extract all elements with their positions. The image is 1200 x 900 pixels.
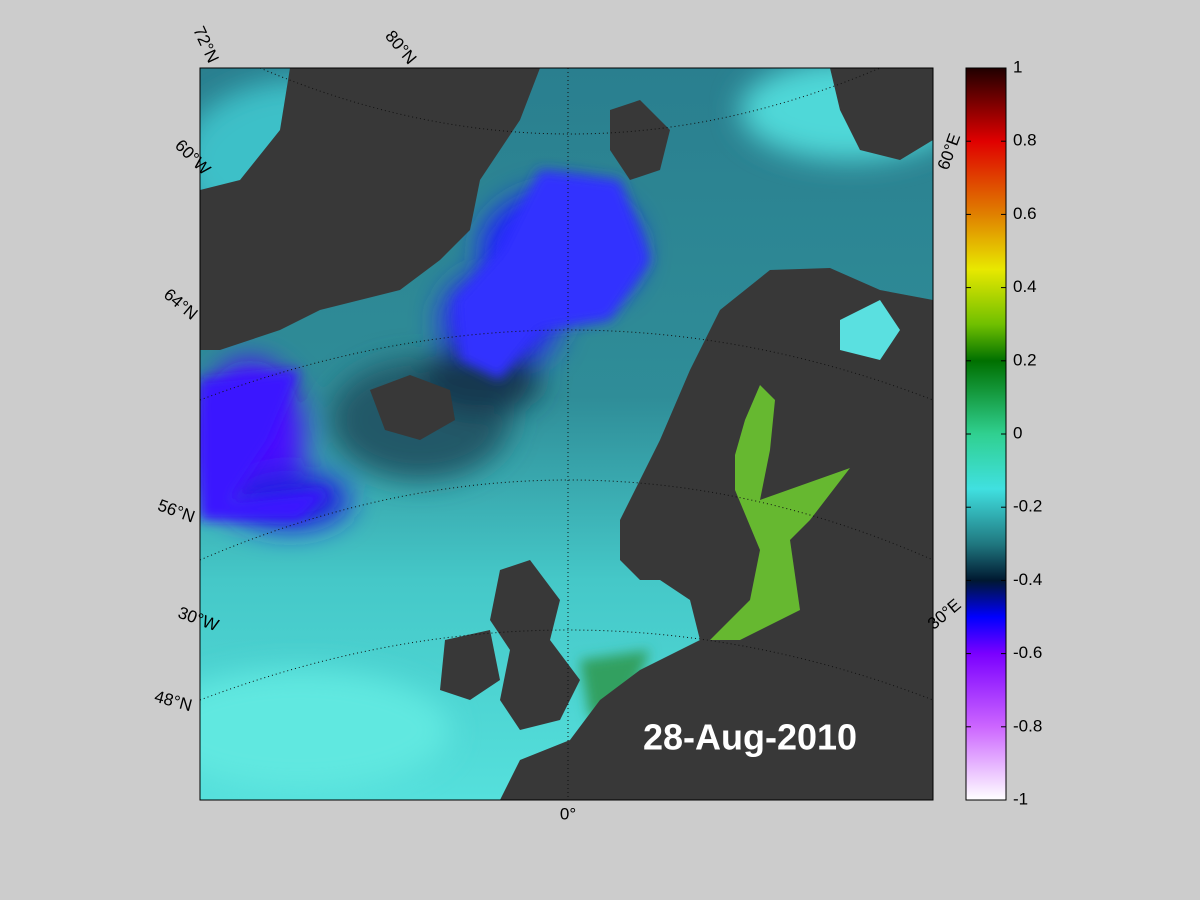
graticule <box>200 68 933 800</box>
colorbar-tick-label: -0.4 <box>1013 570 1042 589</box>
colorbar-tick-label: 0 <box>1013 423 1022 442</box>
white-sea <box>840 300 900 360</box>
graticule-label: 72°N <box>189 23 222 65</box>
colorbar-tick-label: 1 <box>1013 57 1022 76</box>
colorbar-tick-label: -0.8 <box>1013 716 1042 735</box>
colorbar <box>965 67 1007 801</box>
map-frame <box>199 67 934 801</box>
colorbar-tick-label: 0.4 <box>1013 277 1037 296</box>
colorbar-tick-label: -0.6 <box>1013 643 1042 662</box>
graticule-label: 0° <box>560 804 576 823</box>
baltic <box>710 385 850 640</box>
colorbar-tick-label: 0.8 <box>1013 131 1037 150</box>
graticule-label: 64°N <box>160 285 201 324</box>
graticule-label: 60°E <box>934 131 965 172</box>
colorbar-tick-label: -0.2 <box>1013 497 1042 516</box>
colorbar-tick-label: -1 <box>1013 789 1028 808</box>
colorbar-tick-label: 0.2 <box>1013 350 1037 369</box>
colorbar-tick-label: 0.6 <box>1013 204 1037 223</box>
date-label: 28-Aug-2010 <box>643 717 857 758</box>
land <box>200 68 933 800</box>
graticule-label: 48°N <box>152 687 194 715</box>
map <box>200 68 933 800</box>
graticule-label: 80°N <box>381 27 420 68</box>
graticule-label: 56°N <box>155 496 197 527</box>
